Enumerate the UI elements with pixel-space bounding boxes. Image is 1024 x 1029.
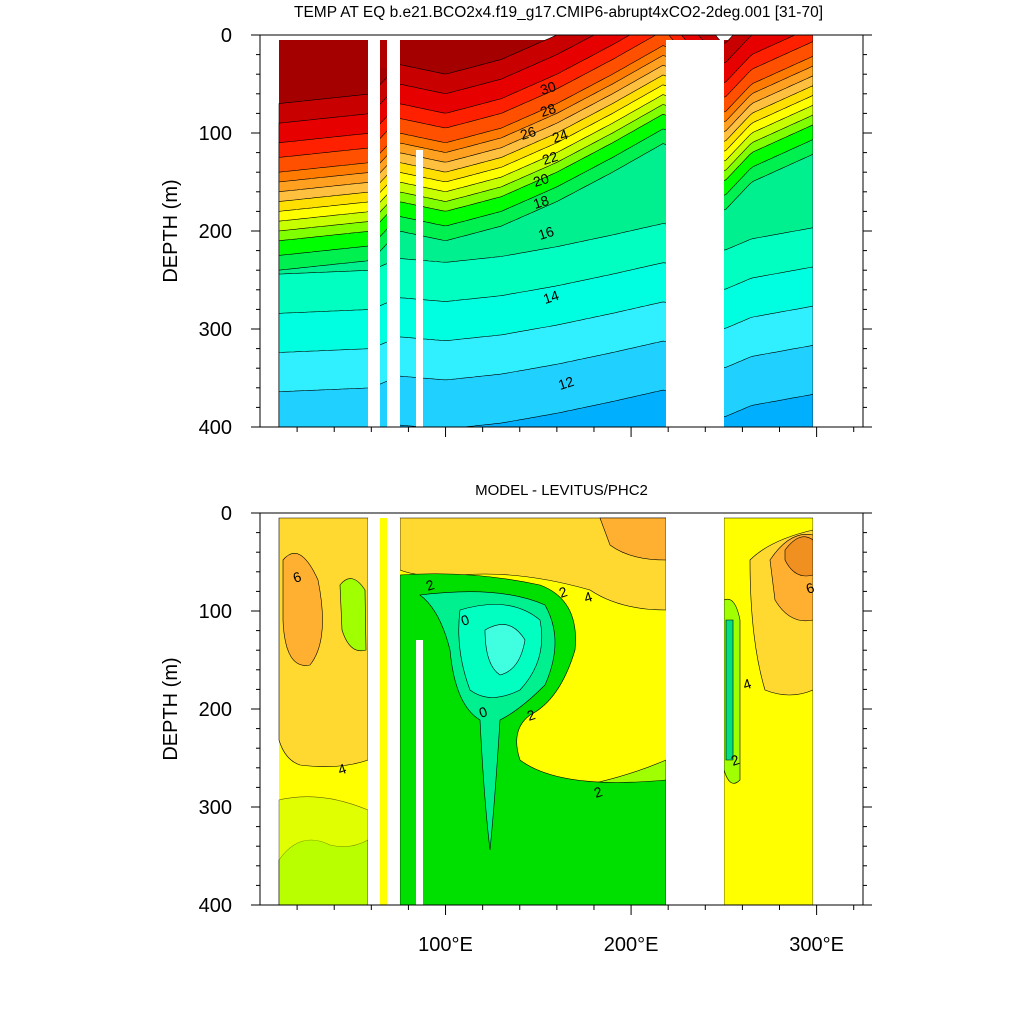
y-tick-label: 100 xyxy=(199,123,232,145)
difference-fills xyxy=(278,517,814,905)
contour-label: 28 xyxy=(538,100,558,120)
contour-label: 20 xyxy=(531,170,551,190)
contour-label: 30 xyxy=(538,78,558,98)
contour-label: 22 xyxy=(540,148,560,168)
contour-label: 26 xyxy=(518,123,538,143)
y-tick-label: 300 xyxy=(199,319,232,341)
y-tick-label: 0 xyxy=(221,25,232,47)
contour-label: 16 xyxy=(536,223,556,243)
land-mask xyxy=(666,40,724,440)
land-mask xyxy=(666,513,724,913)
land-mask xyxy=(416,640,423,920)
land-mask xyxy=(368,40,380,440)
y-tick-label: 200 xyxy=(199,221,232,243)
land-mask xyxy=(720,513,724,539)
land-mask xyxy=(813,513,863,913)
y-axis-label: DEPTH (m) xyxy=(160,657,182,760)
y-tick-label: 0 xyxy=(221,503,232,525)
contour-label: 12 xyxy=(556,373,576,393)
land-mask xyxy=(416,150,423,440)
x-tick-label: 100°E xyxy=(418,934,473,956)
chart-title: MODEL - LEVITUS/PHC2 xyxy=(475,482,648,499)
land-mask xyxy=(387,518,400,918)
x-tick-label: 200°E xyxy=(604,934,659,956)
y-axis-label: DEPTH (m) xyxy=(160,179,182,282)
land-mask xyxy=(380,40,387,68)
y-tick-label: 200 xyxy=(199,699,232,721)
y-tick-label: 400 xyxy=(199,417,232,439)
y-tick-label: 300 xyxy=(199,797,232,819)
contour-label: 18 xyxy=(531,192,551,212)
land-mask xyxy=(813,35,863,435)
y-tick-label: 100 xyxy=(199,601,232,623)
contour-label: 24 xyxy=(550,126,570,146)
panel-temperature: TEMP AT EQ b.e21.BCO2x4.f19_g17.CMIP6-ab… xyxy=(160,4,872,440)
x-tick-label: 300°E xyxy=(789,934,844,956)
land-mask xyxy=(368,518,380,918)
land-mask xyxy=(387,40,400,440)
contour-label: 14 xyxy=(541,287,561,307)
panel-difference: MODEL - LEVITUS/PHC2 DEPTH (m) 0 100 200 300 4… xyxy=(160,482,872,956)
chart-title: TEMP AT EQ b.e21.BCO2x4.f19_g17.CMIP6-ab… xyxy=(294,4,823,21)
y-tick-label: 400 xyxy=(199,895,232,917)
